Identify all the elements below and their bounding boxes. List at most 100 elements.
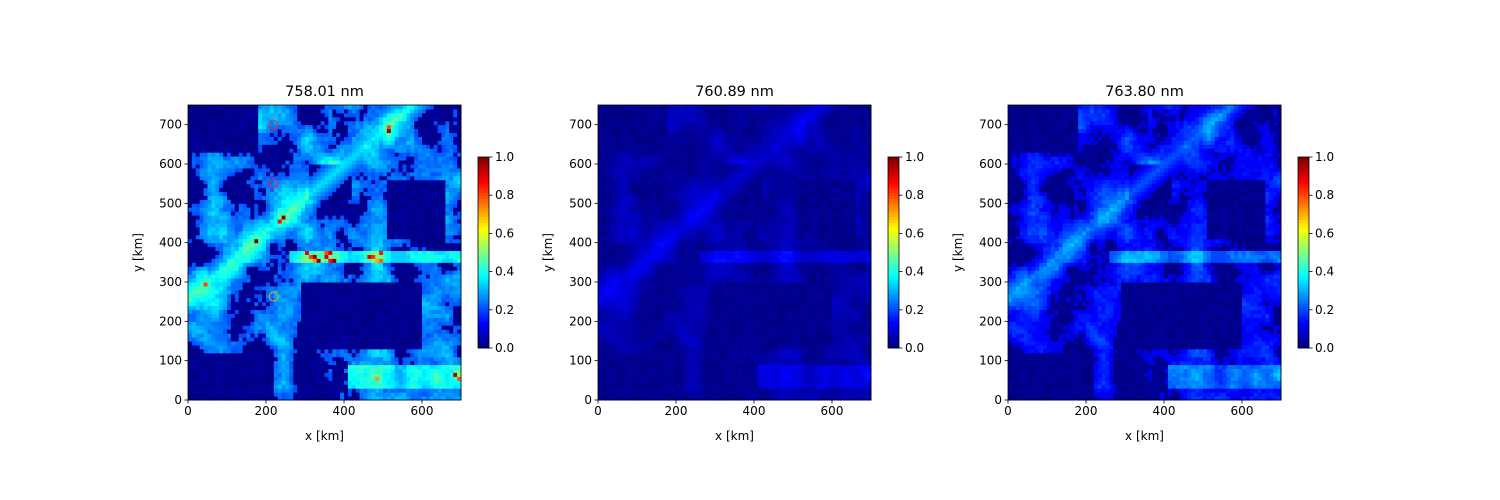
heatmap-cell [266,372,271,377]
heatmap-cell [406,242,411,248]
heatmap-cell [234,289,240,295]
heatmap-cell [312,250,318,255]
heatmap-cell [394,160,400,165]
heatmap-cell [398,360,403,366]
heatmap-cell [250,305,255,311]
heatmap-cell [437,364,442,370]
heatmap-cell [371,140,376,145]
heatmap-cell [242,124,247,130]
heatmap-cell [390,108,396,114]
heatmap-cell [363,160,368,165]
heatmap-cell [371,191,376,196]
heatmap-cell [195,140,201,145]
heatmap-cell [312,179,318,185]
heatmap-cell [390,250,396,255]
heatmap-cell [297,148,302,153]
heatmap-cell [305,305,310,311]
heatmap-cell [375,226,380,232]
heatmap-cell [371,278,376,283]
heatmap-cell [246,156,251,161]
heatmap-cell [437,344,442,350]
heatmap-cell [367,234,372,240]
heatmap-cell [289,128,294,134]
heatmap-cell [363,191,368,196]
heatmap-cell [191,219,197,224]
heatmap-cell [418,360,423,366]
heatmap-cell [398,356,403,362]
heatmap-cell [316,183,322,189]
heatmap-cell [351,128,357,134]
heatmap-cell [347,120,353,126]
heatmap-cell [433,203,439,208]
heatmap-cell [246,148,251,153]
heatmap-cell [390,156,396,161]
heatmap-cell [367,246,372,252]
heatmap-cell [402,250,407,255]
heatmap-cell [375,105,380,110]
heatmap-cell [219,124,224,130]
heatmap-cell [425,274,431,279]
heatmap-cell [230,348,236,354]
heatmap-cell [410,112,415,118]
heatmap-cell [375,171,380,177]
heatmap-cell [359,105,364,110]
heatmap-cell [410,285,415,291]
heatmap-cell [414,289,419,295]
heatmap-cell [344,289,349,295]
heatmap-cell [266,199,271,204]
heatmap-cell [402,207,407,212]
heatmap-cell [195,160,201,165]
heatmap-cell [266,230,271,236]
heatmap-cell [347,144,353,149]
heatmap-cell [410,348,415,354]
heatmap-cell [422,191,427,196]
heatmap-cell [359,223,364,228]
heatmap-cell [414,266,419,271]
heatmap-cell [433,396,439,401]
heatmap-cell [308,223,314,228]
heatmap-cell [336,207,341,212]
heatmap-cell [246,309,251,314]
heatmap-cell [390,128,396,134]
heatmap-cell [305,317,310,322]
heatmap-cell [203,309,208,314]
heatmap-cell [277,242,283,248]
heatmap-cell [410,230,415,236]
heatmap-cell [285,132,290,137]
heatmap-cell [383,167,388,173]
heatmap-cell [254,270,259,275]
heatmap-cell [293,160,298,165]
heatmap-cell [207,223,212,228]
heatmap-cell [223,211,228,216]
heatmap-cell [371,167,376,173]
heatmap-cell [328,344,333,350]
heatmap-cell [359,266,364,271]
heatmap-cell [223,313,228,318]
heatmap-cell [269,242,275,248]
heatmap-cell [445,278,450,283]
heatmap-cell [242,384,247,389]
heatmap-cell [234,203,240,208]
heatmap-cell [386,223,392,228]
heatmap-cell [258,364,263,370]
heatmap-cell [301,116,306,122]
heatmap-cell [254,156,259,161]
heatmap-cell [301,250,306,255]
heatmap-cell [425,234,431,240]
heatmap-cell [320,116,325,122]
heatmap-cell [305,234,310,240]
heatmap-cell [418,321,423,326]
heatmap-cell [301,380,306,385]
heatmap-cell [332,285,337,291]
heatmap-cell [262,175,267,181]
heatmap-cell [242,266,247,271]
heatmap-cell [227,293,232,299]
heatmap-cell [297,175,302,181]
heatmap-cell [375,160,380,165]
heatmap-cell [246,348,251,354]
heatmap-cell [301,333,306,338]
heatmap-cell [238,250,244,255]
heatmap-cell [281,356,286,362]
heatmap-cell [386,160,392,165]
heatmap-cell [363,313,368,318]
